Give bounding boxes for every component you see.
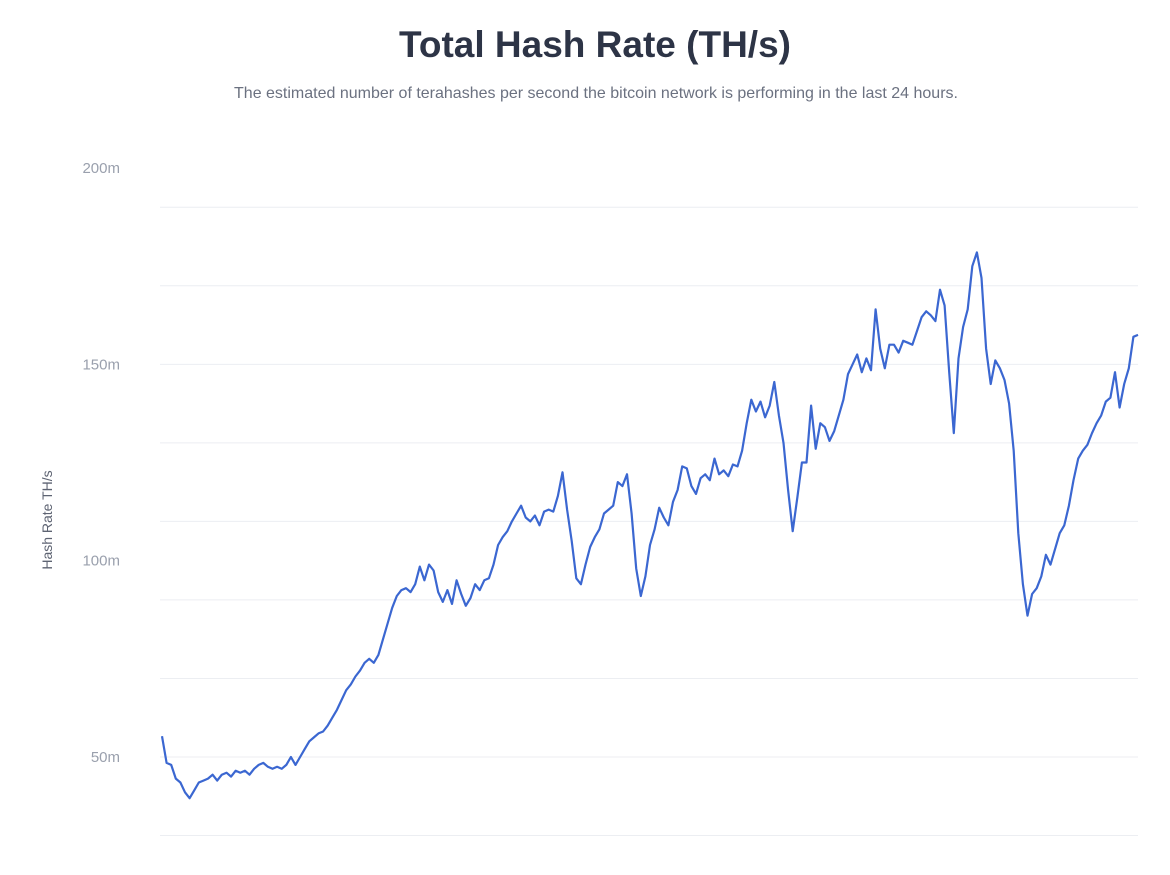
y-tick-label-150m: 150m [82,356,120,373]
chart-subtitle: The estimated number of terahashes per s… [234,85,958,102]
chart-title: Total Hash Rate (TH/s) [399,24,791,65]
y-axis-ticks: 50m 100m 150m 200m [82,160,120,766]
y-axis-label: Hash Rate TH/s [39,470,55,569]
hash-rate-series-line [160,251,1139,800]
y-tick-label-200m: 200m [82,160,120,177]
grid-lines [160,206,1138,837]
y-tick-label-50m: 50m [91,749,120,766]
y-tick-label-100m: 100m [82,553,120,570]
